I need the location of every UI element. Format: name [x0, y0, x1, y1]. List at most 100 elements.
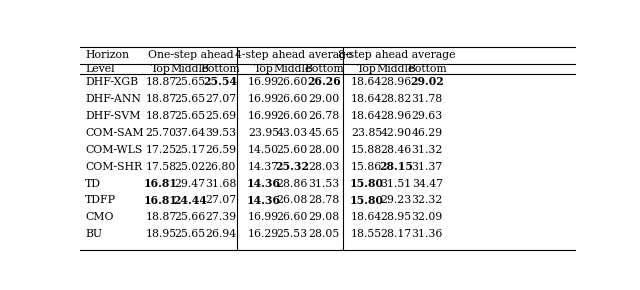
Text: 32.09: 32.09 [412, 213, 443, 222]
Text: 25.69: 25.69 [205, 110, 236, 121]
Text: 25.54: 25.54 [204, 76, 237, 87]
Text: 29.63: 29.63 [412, 110, 443, 121]
Text: 26.60: 26.60 [276, 77, 308, 87]
Text: 16.29: 16.29 [248, 229, 279, 240]
Text: 31.36: 31.36 [412, 229, 443, 240]
Text: 31.32: 31.32 [412, 145, 443, 155]
Text: 26.60: 26.60 [276, 110, 308, 121]
Text: 27.07: 27.07 [205, 195, 236, 206]
Text: 26.78: 26.78 [308, 110, 340, 121]
Text: 18.87: 18.87 [145, 77, 177, 87]
Text: 23.85: 23.85 [351, 128, 382, 138]
Text: 39.53: 39.53 [205, 128, 236, 138]
Text: 28.03: 28.03 [308, 162, 340, 172]
Text: 28.46: 28.46 [380, 145, 412, 155]
Text: Level: Level [85, 64, 115, 74]
Text: 34.47: 34.47 [412, 179, 443, 188]
Text: DHF-ANN: DHF-ANN [85, 94, 141, 104]
Text: 18.64: 18.64 [351, 213, 382, 222]
Text: 26.60: 26.60 [276, 213, 308, 222]
Text: 25.65: 25.65 [175, 77, 205, 87]
Text: 28.96: 28.96 [380, 77, 412, 87]
Text: 4-step ahead average: 4-step ahead average [235, 50, 353, 60]
Text: 16.99: 16.99 [248, 110, 279, 121]
Text: Top: Top [253, 64, 273, 74]
Text: 25.32: 25.32 [275, 161, 309, 172]
Text: 26.94: 26.94 [205, 229, 236, 240]
Text: 15.86: 15.86 [351, 162, 382, 172]
Text: COM-SAM: COM-SAM [85, 128, 143, 138]
Text: 25.65: 25.65 [175, 94, 205, 104]
Text: Top: Top [356, 64, 376, 74]
Text: 26.26: 26.26 [307, 76, 341, 87]
Text: 31.37: 31.37 [412, 162, 443, 172]
Text: 29.08: 29.08 [308, 213, 340, 222]
Text: 28.05: 28.05 [308, 229, 340, 240]
Text: 43.03: 43.03 [276, 128, 308, 138]
Text: TDFP: TDFP [85, 195, 116, 206]
Text: Horizon: Horizon [85, 50, 129, 60]
Text: One-step ahead: One-step ahead [148, 50, 234, 60]
Text: COM-WLS: COM-WLS [85, 145, 142, 155]
Text: 26.60: 26.60 [276, 94, 308, 104]
Text: Middle: Middle [171, 64, 209, 74]
Text: 26.80: 26.80 [205, 162, 236, 172]
Text: 14.37: 14.37 [248, 162, 279, 172]
Text: 25.65: 25.65 [175, 229, 205, 240]
Text: 16.99: 16.99 [248, 77, 279, 87]
Text: 31.78: 31.78 [412, 94, 443, 104]
Text: 16.99: 16.99 [248, 94, 279, 104]
Text: 46.29: 46.29 [412, 128, 443, 138]
Text: Middle: Middle [273, 64, 312, 74]
Text: 16.81: 16.81 [144, 195, 178, 206]
Text: 28.00: 28.00 [308, 145, 340, 155]
Text: 26.08: 26.08 [276, 195, 308, 206]
Text: 25.65: 25.65 [175, 110, 205, 121]
Text: 18.87: 18.87 [145, 213, 177, 222]
Text: 25.02: 25.02 [175, 162, 205, 172]
Text: 24.44: 24.44 [173, 195, 207, 206]
Text: 31.53: 31.53 [308, 179, 340, 188]
Text: 18.87: 18.87 [145, 110, 177, 121]
Text: Middle: Middle [377, 64, 415, 74]
Text: 17.58: 17.58 [145, 162, 177, 172]
Text: 14.36: 14.36 [246, 178, 280, 189]
Text: 31.68: 31.68 [205, 179, 236, 188]
Text: 17.25: 17.25 [145, 145, 177, 155]
Text: 29.23: 29.23 [380, 195, 412, 206]
Text: 25.17: 25.17 [175, 145, 205, 155]
Text: 28.17: 28.17 [380, 229, 412, 240]
Text: 28.86: 28.86 [276, 179, 308, 188]
Text: 15.80: 15.80 [349, 195, 384, 206]
Text: 14.36: 14.36 [246, 195, 280, 206]
Text: BU: BU [85, 229, 102, 240]
Text: 25.60: 25.60 [276, 145, 308, 155]
Text: 16.81: 16.81 [144, 178, 178, 189]
Text: 18.95: 18.95 [145, 229, 177, 240]
Text: 15.88: 15.88 [351, 145, 382, 155]
Text: CMO: CMO [85, 213, 113, 222]
Text: 29.00: 29.00 [308, 94, 340, 104]
Text: COM-SHR: COM-SHR [85, 162, 142, 172]
Text: 25.70: 25.70 [145, 128, 177, 138]
Text: 14.50: 14.50 [248, 145, 279, 155]
Text: 28.78: 28.78 [308, 195, 340, 206]
Text: Bottom: Bottom [304, 64, 344, 74]
Text: 29.47: 29.47 [175, 179, 205, 188]
Text: Bottom: Bottom [200, 64, 240, 74]
Text: 18.87: 18.87 [145, 94, 177, 104]
Text: 28.95: 28.95 [380, 213, 412, 222]
Text: 18.55: 18.55 [351, 229, 382, 240]
Text: TD: TD [85, 179, 101, 188]
Text: 28.96: 28.96 [380, 110, 412, 121]
Text: 23.95: 23.95 [248, 128, 279, 138]
Text: 32.32: 32.32 [412, 195, 443, 206]
Text: DHF-SVM: DHF-SVM [85, 110, 140, 121]
Text: 28.15: 28.15 [379, 161, 413, 172]
Text: 15.80: 15.80 [349, 178, 384, 189]
Text: 29.02: 29.02 [410, 76, 444, 87]
Text: 8-step ahead average: 8-step ahead average [338, 50, 456, 60]
Text: 16.99: 16.99 [248, 213, 279, 222]
Text: 42.90: 42.90 [380, 128, 412, 138]
Text: 27.39: 27.39 [205, 213, 236, 222]
